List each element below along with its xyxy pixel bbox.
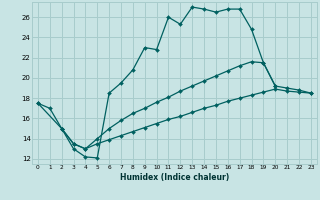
- X-axis label: Humidex (Indice chaleur): Humidex (Indice chaleur): [120, 173, 229, 182]
